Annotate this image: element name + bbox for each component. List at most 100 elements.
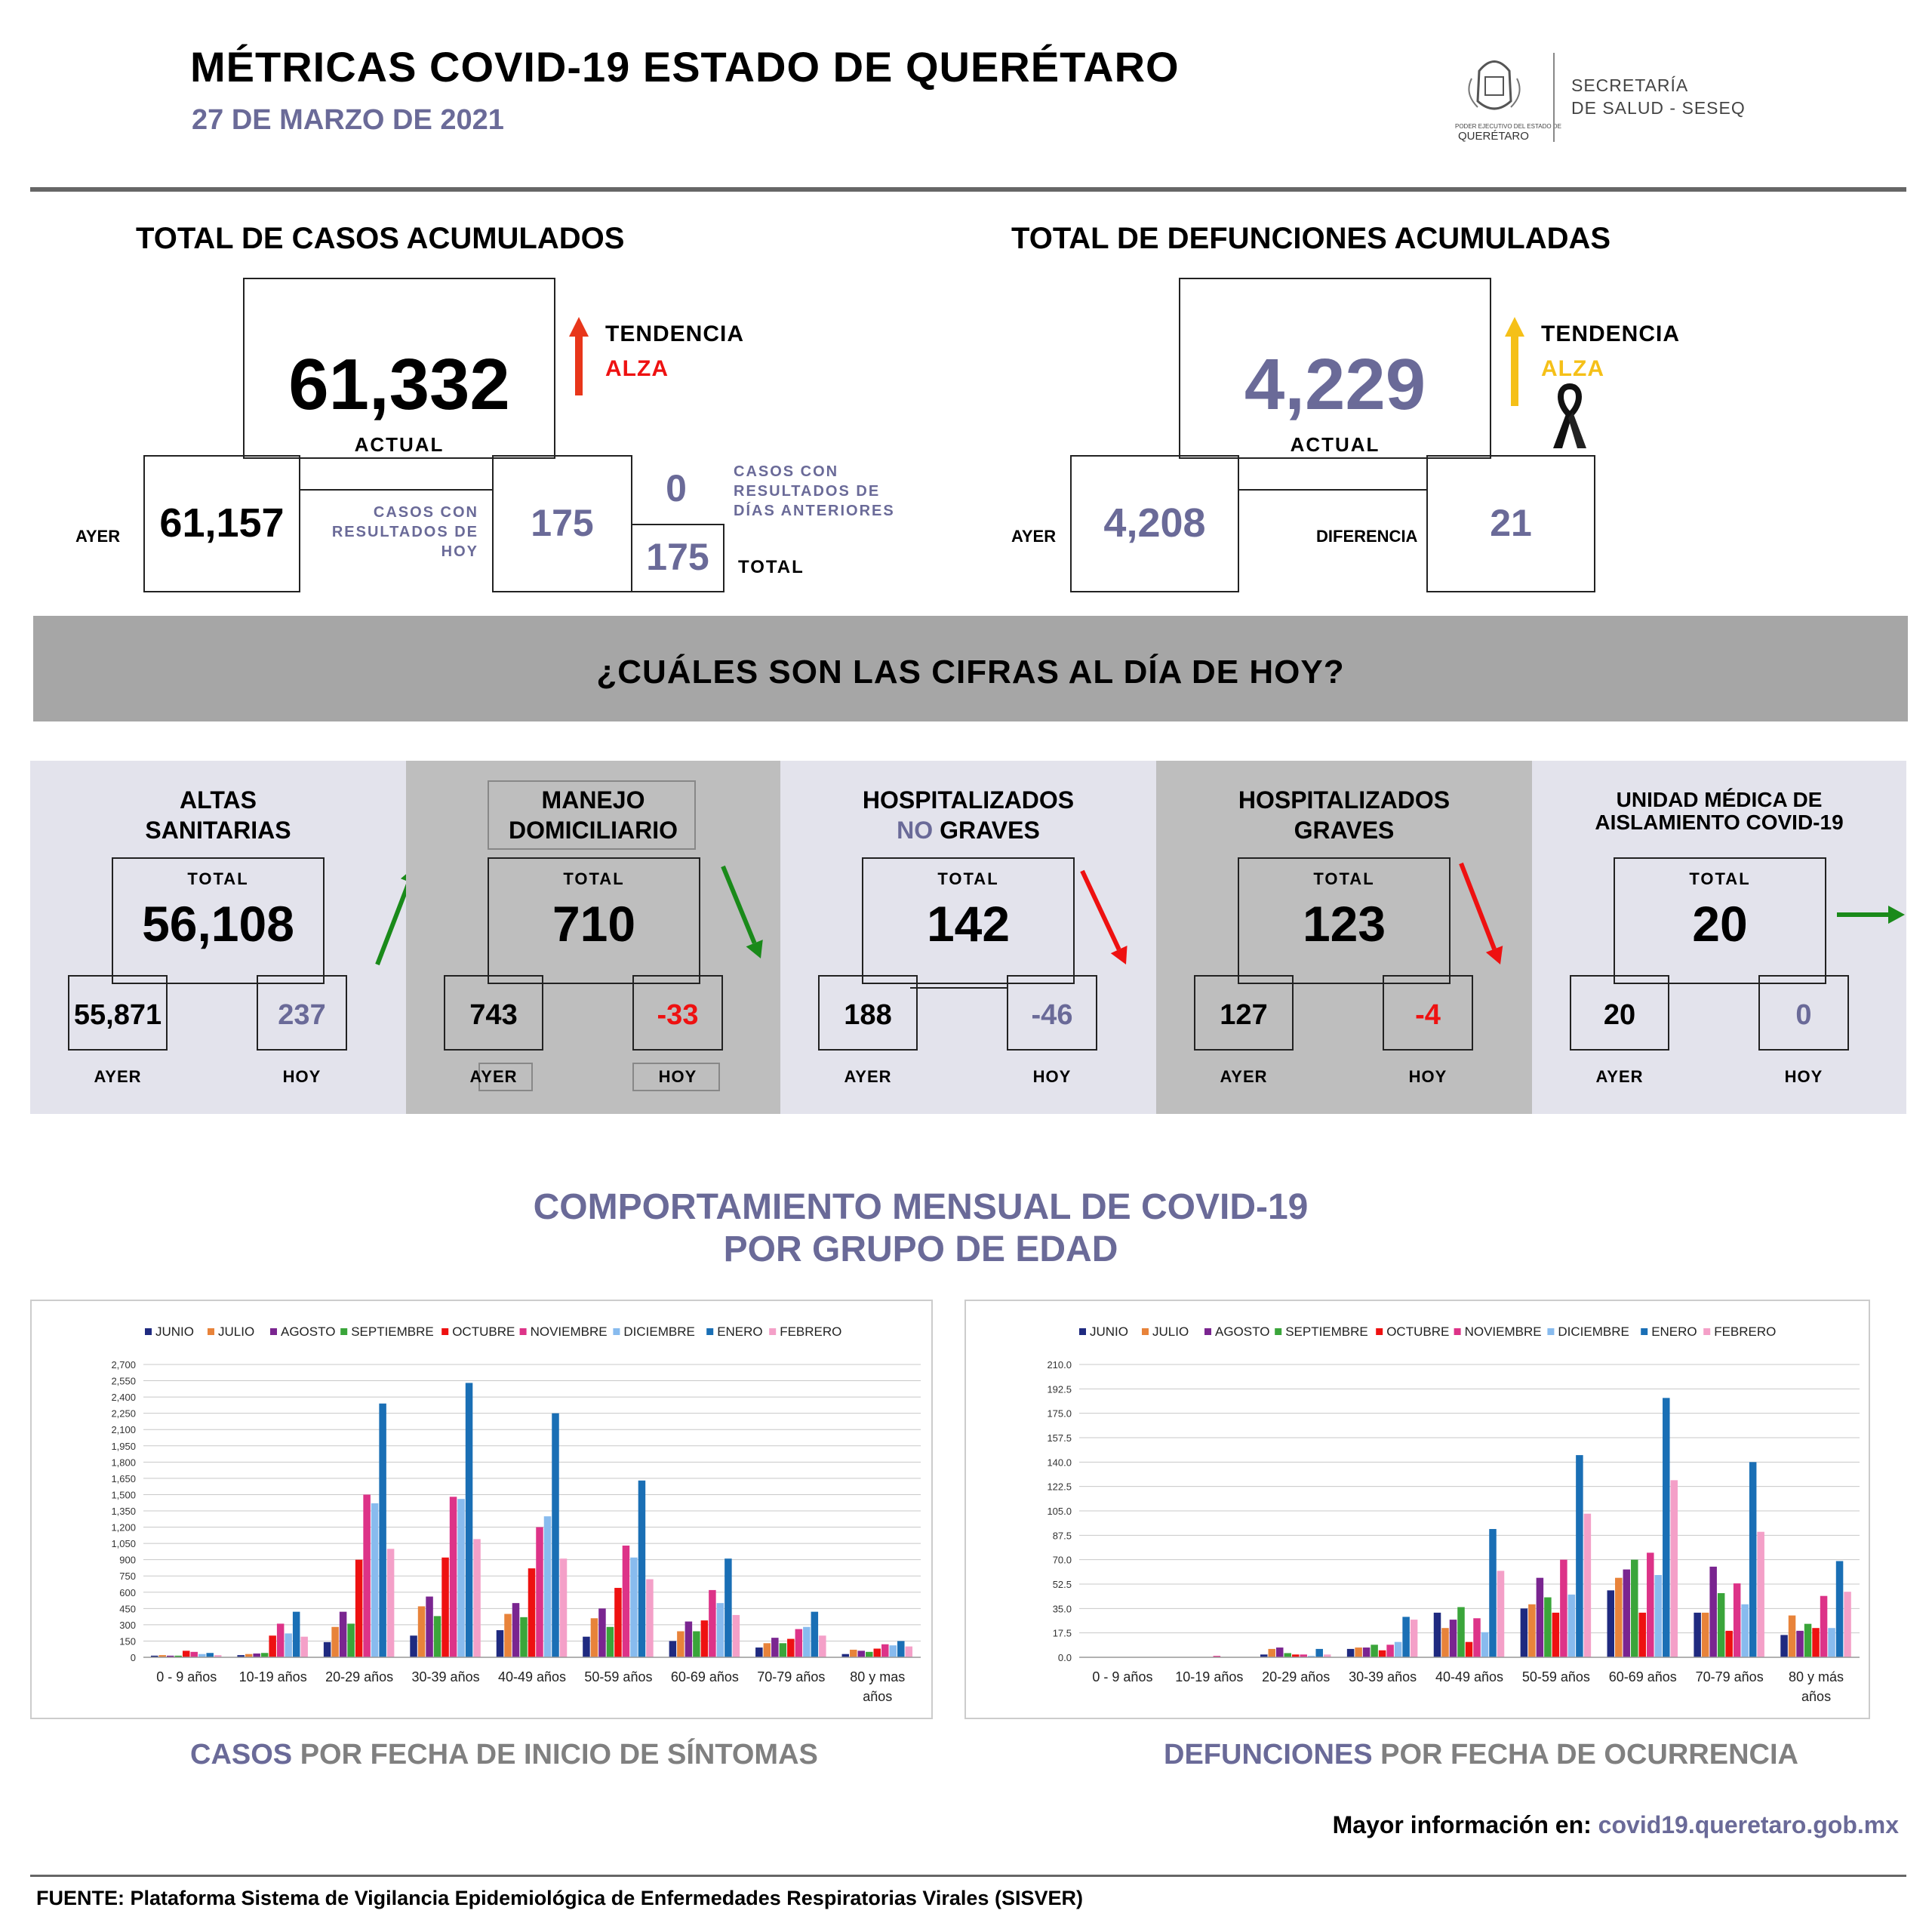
y-tick-label: 150: [119, 1635, 136, 1647]
x-tick-label: años: [1801, 1689, 1831, 1704]
bar: [889, 1645, 897, 1657]
x-tick-label: 50-59 años: [584, 1669, 652, 1684]
y-tick-label: 87.5: [1053, 1530, 1072, 1541]
bar: [1315, 1648, 1323, 1657]
legend-item: SEPTIEMBRE: [340, 1324, 434, 1339]
bar: [1694, 1612, 1701, 1657]
bar: [1489, 1529, 1497, 1657]
bar: [669, 1641, 677, 1657]
panel-ayer-box: [818, 975, 918, 1051]
y-tick-label: 157.5: [1047, 1432, 1072, 1444]
bar: [590, 1618, 598, 1657]
bar: [237, 1655, 245, 1657]
dept-line2: DE SALUD - SESEQ: [1571, 98, 1746, 118]
panel-4: HOSPITALIZADOS GRAVES TOTAL 123 127 -4 AYER HOY: [1156, 761, 1532, 1114]
bar: [331, 1626, 339, 1657]
y-tick-label: 210.0: [1047, 1359, 1072, 1371]
panel-ayer-box: [444, 975, 543, 1051]
panel-title-line1: HOSPITALIZADOS: [1238, 786, 1451, 814]
x-tick-label: 70-79 años: [1696, 1669, 1764, 1684]
cases-actual-box: [243, 278, 555, 459]
more-info-link[interactable]: covid19.queretaro.gob.mx: [1591, 1811, 1899, 1838]
bar: [449, 1497, 457, 1657]
bar: [693, 1631, 700, 1657]
legend-label: JULIO: [218, 1324, 254, 1339]
bar: [520, 1617, 528, 1657]
panel-total-label: TOTAL: [937, 869, 999, 888]
legend-label: FEBRERO: [1714, 1324, 1776, 1339]
bar: [1576, 1455, 1583, 1657]
bar: [276, 1623, 285, 1657]
bar: [1371, 1644, 1378, 1657]
bar: [245, 1654, 253, 1657]
bar: [850, 1649, 857, 1657]
bar: [638, 1480, 646, 1657]
legend-item: OCTUBRE: [1376, 1324, 1449, 1339]
legend-item: NOVIEMBRE: [519, 1324, 608, 1339]
bar: [543, 1516, 552, 1657]
bar: [598, 1608, 606, 1657]
x-tick-label: 0 - 9 años: [1092, 1669, 1152, 1684]
cases-trend-up-arrow-icon: [568, 317, 590, 395]
legend-label: OCTUBRE: [1386, 1324, 1449, 1339]
legend-label: FEBRERO: [780, 1324, 841, 1339]
legend-label: SEPTIEMBRE: [1285, 1324, 1368, 1339]
panel-hoy-value: -4: [1415, 999, 1441, 1031]
deaths-trend-label: TENDENCIA: [1541, 321, 1681, 346]
panel-title-line1: UNIDAD MÉDICA DE: [1616, 788, 1823, 811]
bar: [1528, 1604, 1536, 1657]
logo-divider: [1553, 53, 1555, 142]
bar: [1631, 1559, 1638, 1657]
deaths-title: TOTAL DE DEFUNCIONES ACUMULADAS: [1011, 222, 1611, 255]
panel-3: HOSPITALIZADOS NO GRAVES TOTAL 142 188 -46 AYE…: [780, 761, 1156, 1114]
y-tick-label: 300: [119, 1620, 136, 1631]
panel-ayer-value: 20: [1603, 999, 1636, 1031]
bar: [1323, 1654, 1331, 1657]
bar: [1465, 1641, 1473, 1657]
legend-item: AGOSTO: [1204, 1324, 1269, 1339]
bar: [323, 1641, 331, 1657]
cases-ayer-value: 61,157: [159, 500, 285, 546]
bar: [583, 1636, 590, 1657]
bar: [1749, 1462, 1757, 1657]
bar: [496, 1630, 504, 1657]
bar: [441, 1557, 449, 1657]
deaths-diff-value: 21: [1490, 502, 1532, 544]
legend-label: AGOSTO: [1215, 1324, 1269, 1339]
bar: [1835, 1561, 1844, 1657]
bar: [1481, 1632, 1489, 1657]
y-tick-label: 0: [131, 1652, 136, 1663]
panel-trend-arrow-icon: [1837, 906, 1905, 924]
panel-ayer-value: 127: [1220, 999, 1268, 1031]
bar: [190, 1651, 198, 1657]
bar: [1733, 1583, 1741, 1657]
bar: [1275, 1647, 1284, 1657]
bar: [1670, 1480, 1678, 1657]
legend-item: SEPTIEMBRE: [1275, 1324, 1368, 1339]
cases-trend-value: ALZA: [605, 356, 669, 381]
cases-by-age-chart: JUNIO JULIO AGOSTO SEPTIEMBRE OCTUBRE NOVIEMB…: [111, 1324, 921, 1704]
more-info: Mayor información en: covid19.queretaro.…: [1332, 1811, 1899, 1838]
panel-ayer-box: [68, 975, 168, 1051]
x-tick-label: 30-39 años: [1349, 1669, 1417, 1684]
x-tick-label: 80 y mas: [850, 1669, 905, 1684]
panel-ayer-label: AYER: [1220, 1067, 1268, 1086]
bar: [1520, 1608, 1528, 1657]
x-tick-label: 70-79 años: [757, 1669, 825, 1684]
bar: [269, 1635, 276, 1657]
legend-item: NOVIEMBRE: [1454, 1324, 1542, 1339]
panel-total-value: 710: [552, 896, 636, 952]
bar: [1457, 1607, 1465, 1657]
bar: [866, 1651, 873, 1657]
bar: [1654, 1574, 1663, 1657]
report-date: 27 DE MARZO DE 2021: [192, 104, 504, 136]
mourning-ribbon-icon: [1549, 382, 1591, 451]
y-tick-label: 1,350: [111, 1506, 136, 1517]
panel-total-box: [862, 857, 1075, 984]
bar: [253, 1653, 260, 1657]
deaths-diff-box: [1426, 455, 1595, 592]
panel-title-line1: HOSPITALIZADOS: [862, 786, 1075, 814]
y-tick-label: 1,800: [111, 1457, 136, 1468]
bar: [606, 1626, 614, 1657]
bar: [182, 1651, 190, 1657]
